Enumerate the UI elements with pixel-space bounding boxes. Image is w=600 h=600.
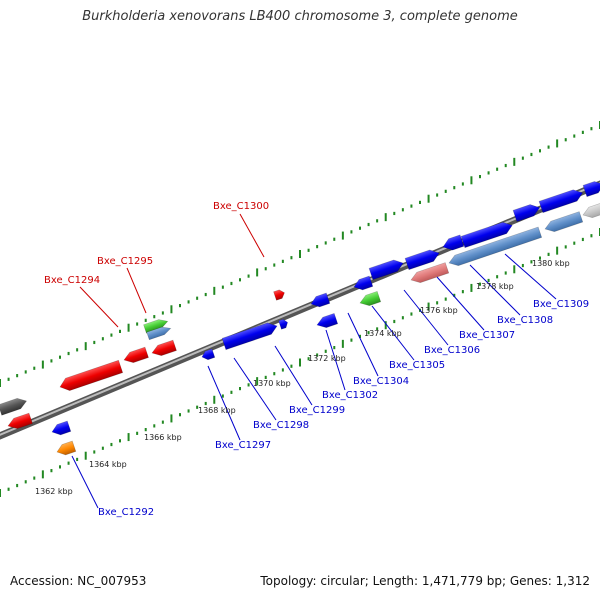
topology-summary: Topology: circular; Length: 1,471,779 bp… bbox=[260, 574, 590, 588]
gene-arrow bbox=[7, 412, 33, 429]
gene-arrow bbox=[221, 322, 278, 351]
gene-arrow bbox=[460, 221, 513, 249]
scale-labels: 1362 kbp 1364 kbp 1366 kbp 1368 kbp 1370 kbp… bbox=[35, 259, 570, 496]
gene-arrow bbox=[143, 319, 169, 334]
gene-arrow bbox=[410, 262, 450, 283]
gene-features bbox=[0, 181, 600, 456]
label-leader-lines bbox=[71, 213, 557, 509]
gene-arrow bbox=[59, 359, 124, 391]
gene-label: Bxe_C1305 bbox=[389, 360, 445, 371]
gene-arrow bbox=[310, 292, 331, 308]
scale-label: 1364 kbp bbox=[89, 460, 127, 469]
gene-label: Bxe_C1306 bbox=[424, 345, 480, 356]
leader-line bbox=[207, 365, 241, 441]
gene-label: Bxe_C1309 bbox=[533, 299, 589, 310]
gene-arrow bbox=[359, 290, 382, 306]
gene-arrow bbox=[544, 211, 584, 232]
scale-label: 1374 kbp bbox=[364, 329, 402, 338]
scale-label: 1362 kbp bbox=[35, 487, 73, 496]
gene-arrow bbox=[56, 440, 77, 456]
gene-arrow bbox=[442, 234, 465, 251]
gene-arrow bbox=[151, 339, 177, 356]
leader-line bbox=[71, 455, 99, 509]
gene-label: Bxe_C1295 bbox=[97, 256, 153, 267]
leader-line bbox=[403, 289, 449, 346]
gene-arrow bbox=[353, 275, 374, 291]
leader-line bbox=[325, 329, 346, 391]
gene-labels: Bxe_C1292 Bxe_C1294 Bxe_C1295 Bxe_C1297 Bxe_… bbox=[44, 201, 589, 518]
gene-arrow bbox=[123, 346, 149, 363]
leader-line bbox=[371, 305, 415, 361]
gene-arrow bbox=[0, 398, 28, 416]
gene-label: Bxe_C1302 bbox=[322, 390, 378, 401]
gene-label: Bxe_C1308 bbox=[497, 315, 553, 326]
gene-label: Bxe_C1304 bbox=[353, 376, 409, 387]
gene-arrow bbox=[368, 259, 404, 281]
leader-line bbox=[436, 276, 485, 331]
gene-arrow bbox=[273, 289, 285, 301]
gene-arrow bbox=[582, 202, 600, 218]
leader-line bbox=[233, 357, 277, 421]
chromosome-backbone bbox=[0, 180, 600, 440]
leader-line bbox=[126, 267, 147, 314]
gene-label: Bxe_C1292 bbox=[98, 507, 154, 518]
scale-label: 1378 kbp bbox=[476, 282, 514, 291]
accession-text: Accession: NC_007953 bbox=[10, 574, 147, 588]
scale-label: 1372 kbp bbox=[308, 354, 346, 363]
leader-line bbox=[274, 345, 313, 406]
gene-arrow bbox=[278, 318, 288, 330]
leader-line bbox=[469, 264, 521, 316]
gene-arrow bbox=[404, 249, 440, 271]
gene-label: Bxe_C1299 bbox=[289, 405, 345, 416]
leader-line bbox=[239, 213, 265, 258]
gene-arrow bbox=[448, 226, 543, 266]
gene-label: Bxe_C1297 bbox=[215, 440, 271, 451]
scale-label: 1376 kbp bbox=[420, 306, 458, 315]
scale-label: 1368 kbp bbox=[198, 406, 236, 415]
gene-arrow bbox=[582, 181, 600, 198]
leader-line bbox=[347, 312, 379, 377]
map-title: Burkholderia xenovorans LB400 chromosome… bbox=[82, 9, 518, 24]
gene-label: Bxe_C1300 bbox=[213, 201, 269, 212]
scale-label: 1370 kbp bbox=[253, 379, 291, 388]
leader-line bbox=[504, 253, 557, 300]
gene-label: Bxe_C1294 bbox=[44, 275, 100, 286]
gene-arrow bbox=[201, 348, 216, 361]
leader-line bbox=[79, 286, 119, 328]
gene-arrow bbox=[146, 326, 172, 341]
gene-arrow bbox=[316, 312, 339, 328]
gene-arrow bbox=[512, 204, 541, 223]
scale-label: 1366 kbp bbox=[144, 433, 182, 442]
gene-label: Bxe_C1307 bbox=[459, 330, 515, 341]
backbone-highlight bbox=[0, 182, 600, 436]
gene-label: Bxe_C1298 bbox=[253, 420, 309, 431]
gene-arrow bbox=[51, 420, 72, 436]
scale-label: 1380 kbp bbox=[532, 259, 570, 268]
gene-arrow bbox=[538, 189, 584, 214]
